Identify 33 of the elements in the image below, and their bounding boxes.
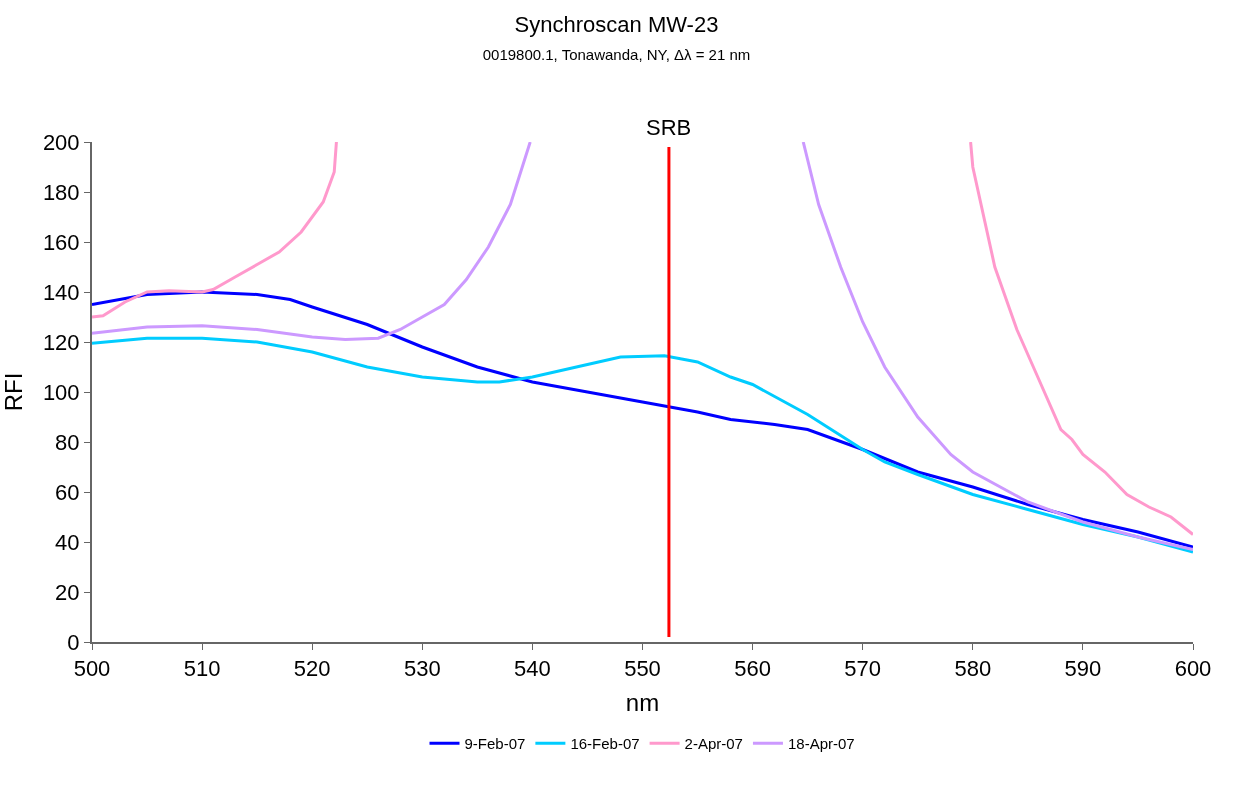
- y-axis-title: RFI: [0, 372, 27, 412]
- x-tick-label: 560: [734, 656, 771, 682]
- y-tick-label: 200: [42, 129, 80, 155]
- x-tick-label: 590: [1064, 656, 1102, 682]
- ref-line-label: SRB: [646, 115, 692, 140]
- legend-label: 18-Apr-07: [787, 735, 855, 753]
- y-tick-label: 140: [42, 279, 80, 305]
- y-tick-label: 180: [42, 179, 80, 205]
- x-tick-label: 500: [73, 656, 111, 682]
- y-tick-label: 160: [42, 229, 80, 255]
- line-series: [92, 336, 1193, 554]
- chart-subtitle: 0019800.1, Tonawanda, NY, Δλ = 21 nm: [482, 46, 751, 64]
- legend-label: 9-Feb-07: [464, 735, 526, 753]
- x-tick-label: 570: [844, 656, 882, 682]
- x-tick-label: 550: [624, 656, 661, 682]
- line-series: [92, 290, 1193, 549]
- y-tick-label: 100: [42, 379, 80, 405]
- x-tick-label: 510: [183, 656, 221, 682]
- x-tick-label: 580: [954, 656, 992, 682]
- x-tick-label: 540: [514, 656, 551, 682]
- x-tick-label: 520: [293, 656, 331, 682]
- y-tick-label: 0: [67, 629, 80, 655]
- chart-title: Synchroscan MW-23: [514, 11, 719, 37]
- x-tick-label: 600: [1174, 656, 1212, 682]
- y-tick-label: 80: [55, 429, 80, 455]
- x-tick-label: 530: [403, 656, 441, 682]
- legend-label: 16-Feb-07: [570, 735, 640, 753]
- y-tick-label: 60: [55, 479, 80, 505]
- y-tick-label: 120: [42, 329, 80, 355]
- y-tick-label: 40: [55, 529, 80, 555]
- y-tick-label: 20: [55, 579, 80, 605]
- x-axis-title: nm: [625, 689, 660, 717]
- legend-label: 2-Apr-07: [684, 735, 743, 753]
